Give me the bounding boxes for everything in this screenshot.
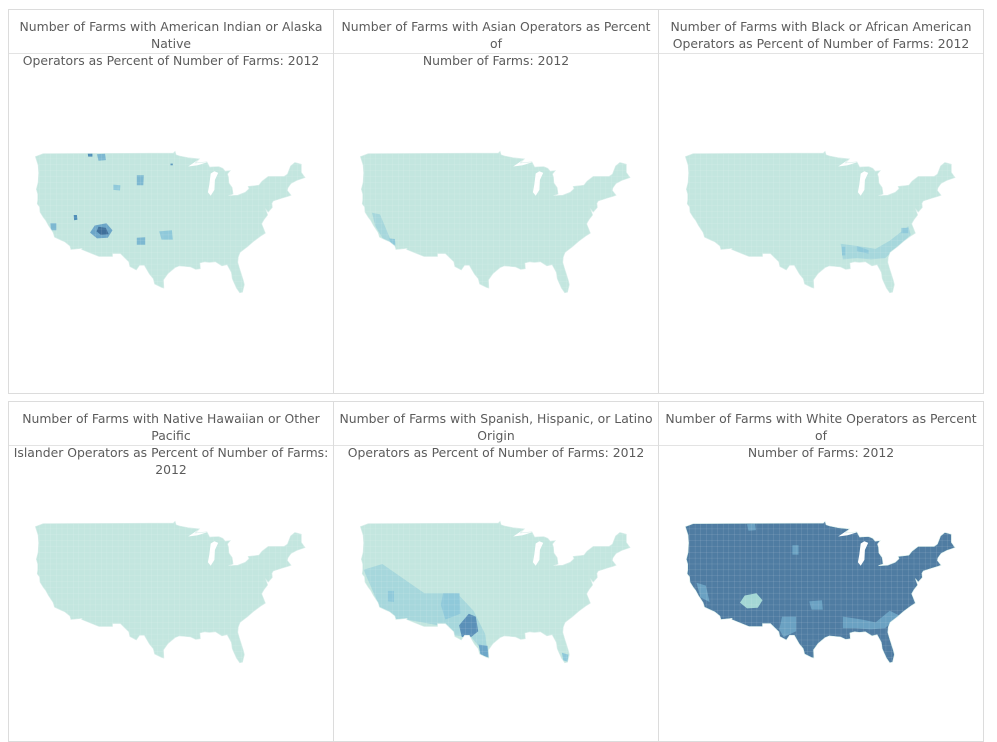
us-outline bbox=[34, 150, 306, 294]
great-lake bbox=[207, 541, 219, 566]
panel-title: Number of Farms with American Indian or … bbox=[9, 10, 333, 68]
us-outline bbox=[684, 150, 956, 294]
county-cluster[interactable] bbox=[97, 153, 106, 161]
map-svg[interactable] bbox=[9, 54, 333, 393]
map-svg[interactable] bbox=[659, 446, 983, 741]
county-cluster[interactable] bbox=[747, 523, 756, 531]
panel-title: Number of Farms with White Operators as … bbox=[659, 402, 983, 460]
county-cluster[interactable] bbox=[779, 616, 797, 637]
great-lake bbox=[857, 171, 869, 196]
panel-title: Number of Farms with Spanish, Hispanic, … bbox=[334, 402, 658, 460]
us-county-map[interactable] bbox=[9, 54, 333, 393]
us-landmass[interactable] bbox=[360, 521, 631, 663]
us-county-map[interactable] bbox=[659, 446, 983, 741]
great-lake bbox=[513, 527, 548, 538]
us-landmass[interactable] bbox=[685, 151, 956, 293]
panel-white[interactable]: Number of Farms with White Operators as … bbox=[658, 401, 984, 742]
map-svg[interactable] bbox=[9, 446, 333, 741]
great-lake bbox=[207, 171, 219, 196]
map-svg[interactable] bbox=[334, 446, 658, 741]
map-svg[interactable] bbox=[334, 54, 658, 393]
us-county-map[interactable] bbox=[334, 446, 658, 741]
county-cluster[interactable] bbox=[363, 564, 488, 658]
county-cluster[interactable] bbox=[561, 652, 569, 662]
us-county-map[interactable] bbox=[659, 54, 983, 393]
panel-title: Number of Farms with Black or African Am… bbox=[659, 10, 983, 54]
county-layer bbox=[685, 521, 956, 663]
panel-title: Number of Farms with Native Hawaiian or … bbox=[9, 402, 333, 477]
us-county-map[interactable] bbox=[9, 446, 333, 741]
county-cluster[interactable] bbox=[96, 226, 109, 235]
us-outline bbox=[34, 520, 306, 664]
county-cluster[interactable] bbox=[440, 593, 461, 620]
us-landmass[interactable] bbox=[35, 151, 306, 293]
great-lake bbox=[857, 541, 869, 566]
great-lake bbox=[188, 527, 223, 538]
county-cluster[interactable] bbox=[372, 212, 397, 247]
us-outline bbox=[359, 520, 631, 664]
county-cluster[interactable] bbox=[792, 545, 799, 555]
county-cluster[interactable] bbox=[809, 600, 823, 610]
great-lake bbox=[188, 157, 223, 168]
panel-hispanic-latino[interactable]: Number of Farms with Spanish, Hispanic, … bbox=[333, 401, 659, 742]
county-cluster[interactable] bbox=[136, 175, 144, 186]
county-cluster[interactable] bbox=[87, 153, 93, 157]
county-cluster[interactable] bbox=[740, 593, 763, 609]
great-lake bbox=[838, 527, 873, 538]
us-landmass[interactable] bbox=[685, 521, 956, 663]
great-lake bbox=[513, 157, 548, 168]
panel-title: Number of Farms with Asian Operators as … bbox=[334, 10, 658, 68]
map-svg[interactable] bbox=[659, 54, 983, 393]
county-layer bbox=[35, 151, 306, 293]
county-layer bbox=[685, 151, 956, 293]
county-cluster[interactable] bbox=[73, 215, 78, 221]
us-landmass[interactable] bbox=[360, 151, 631, 293]
county-cluster[interactable] bbox=[159, 230, 173, 240]
county-cluster[interactable] bbox=[136, 237, 146, 245]
county-cluster[interactable] bbox=[113, 184, 121, 191]
us-county-map[interactable] bbox=[334, 54, 658, 393]
county-layer bbox=[360, 521, 631, 663]
great-lake bbox=[838, 157, 873, 168]
county-cluster[interactable] bbox=[696, 582, 710, 602]
county-layer bbox=[360, 151, 631, 293]
panel-american-indian[interactable]: Number of Farms with American Indian or … bbox=[8, 9, 334, 394]
panel-asian[interactable]: Number of Farms with Asian Operators as … bbox=[333, 9, 659, 394]
county-cluster[interactable] bbox=[459, 613, 479, 637]
county-cluster[interactable] bbox=[842, 246, 846, 256]
county-cluster[interactable] bbox=[387, 590, 394, 602]
county-layer bbox=[35, 521, 306, 663]
county-cluster[interactable] bbox=[856, 246, 869, 254]
us-landmass[interactable] bbox=[35, 521, 306, 663]
county-cluster[interactable] bbox=[901, 227, 909, 234]
panel-native-hawaiian[interactable]: Number of Farms with Native Hawaiian or … bbox=[8, 401, 334, 742]
us-outline bbox=[359, 150, 631, 294]
county-cluster[interactable] bbox=[170, 163, 173, 166]
panel-black-african-american[interactable]: Number of Farms with Black or African Am… bbox=[658, 9, 984, 394]
county-cluster[interactable] bbox=[50, 223, 57, 231]
great-lake bbox=[532, 541, 544, 566]
county-cluster[interactable] bbox=[842, 610, 899, 630]
great-lake bbox=[532, 171, 544, 196]
us-outline bbox=[684, 520, 956, 664]
county-cluster[interactable] bbox=[478, 644, 489, 658]
